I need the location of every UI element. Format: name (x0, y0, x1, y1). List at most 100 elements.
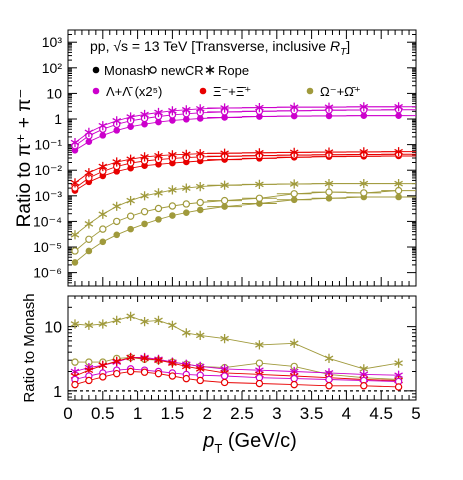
data-point-omega-monash (395, 193, 402, 201)
data-point-omega-rope (220, 180, 229, 190)
ratio-point-omega-rope (289, 338, 299, 348)
data-point-omega-newcr (182, 200, 191, 208)
data-point-omega-newcr (290, 190, 298, 198)
data-point-omega-newcr (325, 188, 333, 196)
data-point-lambda-monash (290, 112, 298, 120)
ratio-point-xi-newcr (71, 380, 79, 389)
ratio-point-omega-rope (70, 319, 80, 329)
legend-species-marker (306, 87, 314, 95)
data-point-xi-monash (127, 164, 134, 172)
ratio-point-xi-rope (112, 356, 122, 366)
data-point-xi-rope (181, 149, 191, 159)
data-point-lambda-rope (168, 106, 177, 116)
ratio-point-xi-newcr (325, 382, 333, 390)
series-omega-rope (70, 179, 416, 240)
bottom-y-tick-label: 10 (44, 320, 62, 337)
legend-model-label: Rope (218, 63, 249, 78)
x-tick-label: 4.5 (369, 404, 393, 423)
ratio-point-xi-newcr (196, 376, 204, 385)
data-point-lambda-rope (220, 103, 229, 113)
series-omega-monash (71, 193, 416, 266)
ratio-point-xi-newcr (168, 372, 177, 380)
ratio-point-lambda-newcr (290, 374, 298, 383)
ratio-point-omega-rope (168, 320, 177, 330)
data-point-omega-newcr (394, 186, 403, 195)
ratio-line-xi-newcr (74, 371, 399, 388)
data-point-omega-rope (181, 183, 191, 193)
data-point-omega-monash (325, 194, 333, 202)
ratio-line-lambda-newcr (74, 368, 399, 382)
data-point-lambda-monash (169, 117, 176, 124)
ratio-point-omega-rope (140, 316, 149, 327)
ratio-point-omega-rope (220, 334, 229, 344)
data-point-lambda-monash (196, 115, 204, 122)
data-point-omega-rope (140, 191, 149, 201)
ratio-point-xi-newcr (85, 376, 93, 385)
legend-species-label: Ξ⁻+Ξ̄⁺ (213, 84, 251, 99)
data-point-xi-rope (70, 178, 80, 188)
x-tick-label: 2.5 (230, 404, 254, 423)
series-xi-rope (70, 147, 416, 188)
data-point-xi-rope (220, 148, 229, 158)
ratio-point-xi-rope (181, 361, 191, 372)
data-point-omega-newcr (154, 204, 163, 213)
legend-species-marker (92, 87, 100, 95)
top-y-tick-label: 10⁻⁴ (33, 213, 62, 229)
data-point-xi-rope (324, 147, 334, 157)
ratio-point-omega-rope (195, 330, 205, 341)
data-point-lambda-monash (256, 113, 263, 120)
legend-species-label: Ω⁻+Ω̄⁺ (320, 84, 361, 99)
data-point-omega-rope (126, 195, 135, 206)
ratio-point-xi-newcr (140, 368, 149, 376)
top-y-axis-title: Ratio to π⁺ + π⁻ (14, 89, 35, 228)
header-text: pp, √s = 13 TeV [Transverse, inclusive R… (90, 38, 350, 58)
series-line-omega-monash (74, 196, 399, 263)
data-point-omega-monash (290, 196, 298, 204)
ratio-point-omega-rope (324, 353, 334, 363)
ratio-point-xi-newcr (360, 382, 368, 390)
legend-species-label: Λ+Λ̄ (x2⁵) (106, 84, 162, 99)
data-point-omega-monash (169, 212, 176, 219)
x-tick-label: 1 (133, 404, 142, 423)
ratio-point-xi-newcr (99, 373, 107, 381)
data-point-omega-rope (324, 179, 334, 189)
ratio-point-xi-newcr (154, 369, 163, 378)
data-point-lambda-rope (70, 137, 80, 148)
data-point-lambda-monash (360, 112, 368, 119)
ratio-point-xi-newcr (182, 374, 191, 383)
ratio-point-omega-rope (112, 315, 122, 326)
legend-model-label: Monash (104, 63, 150, 78)
data-point-omega-rope (195, 181, 205, 192)
data-point-lambda-monash (325, 112, 333, 120)
data-point-omega-monash (256, 200, 263, 207)
data-point-lambda-monash (155, 118, 162, 126)
ratio-point-lambda-newcr (325, 375, 333, 384)
ratio-point-omega-newcr (255, 359, 264, 367)
data-point-omega-newcr (168, 202, 177, 210)
data-point-omega-rope (289, 179, 299, 189)
data-point-omega-monash (99, 238, 107, 246)
series-line-omega-newcr (74, 190, 399, 252)
data-point-xi-rope (359, 147, 369, 157)
legend-model-label: newCR (161, 63, 204, 78)
top-y-tick-label: 10⁻⁵ (33, 239, 62, 255)
top-y-tick-label: 10⁻² (34, 162, 62, 178)
x-tick-label: 3 (272, 404, 281, 423)
data-point-lambda-monash (85, 138, 93, 145)
ratio-series-omega-newcr (71, 353, 403, 384)
data-point-omega-rope (70, 230, 80, 240)
data-point-lambda-rope (181, 105, 191, 115)
data-point-lambda-monash (221, 114, 228, 121)
data-point-omega-newcr (99, 225, 107, 233)
data-point-lambda-rope (84, 127, 94, 138)
data-point-omega-monash (85, 247, 93, 255)
ratio-point-omega-rope (98, 319, 108, 329)
ratio-point-xi-rope (98, 360, 108, 370)
data-point-omega-newcr (255, 194, 264, 202)
ratio-point-lambda-newcr (220, 372, 229, 380)
data-point-lambda-rope (154, 107, 163, 118)
data-point-omega-rope (394, 179, 403, 189)
data-point-xi-rope (168, 150, 177, 160)
ratio-point-xi-newcr (126, 367, 135, 376)
